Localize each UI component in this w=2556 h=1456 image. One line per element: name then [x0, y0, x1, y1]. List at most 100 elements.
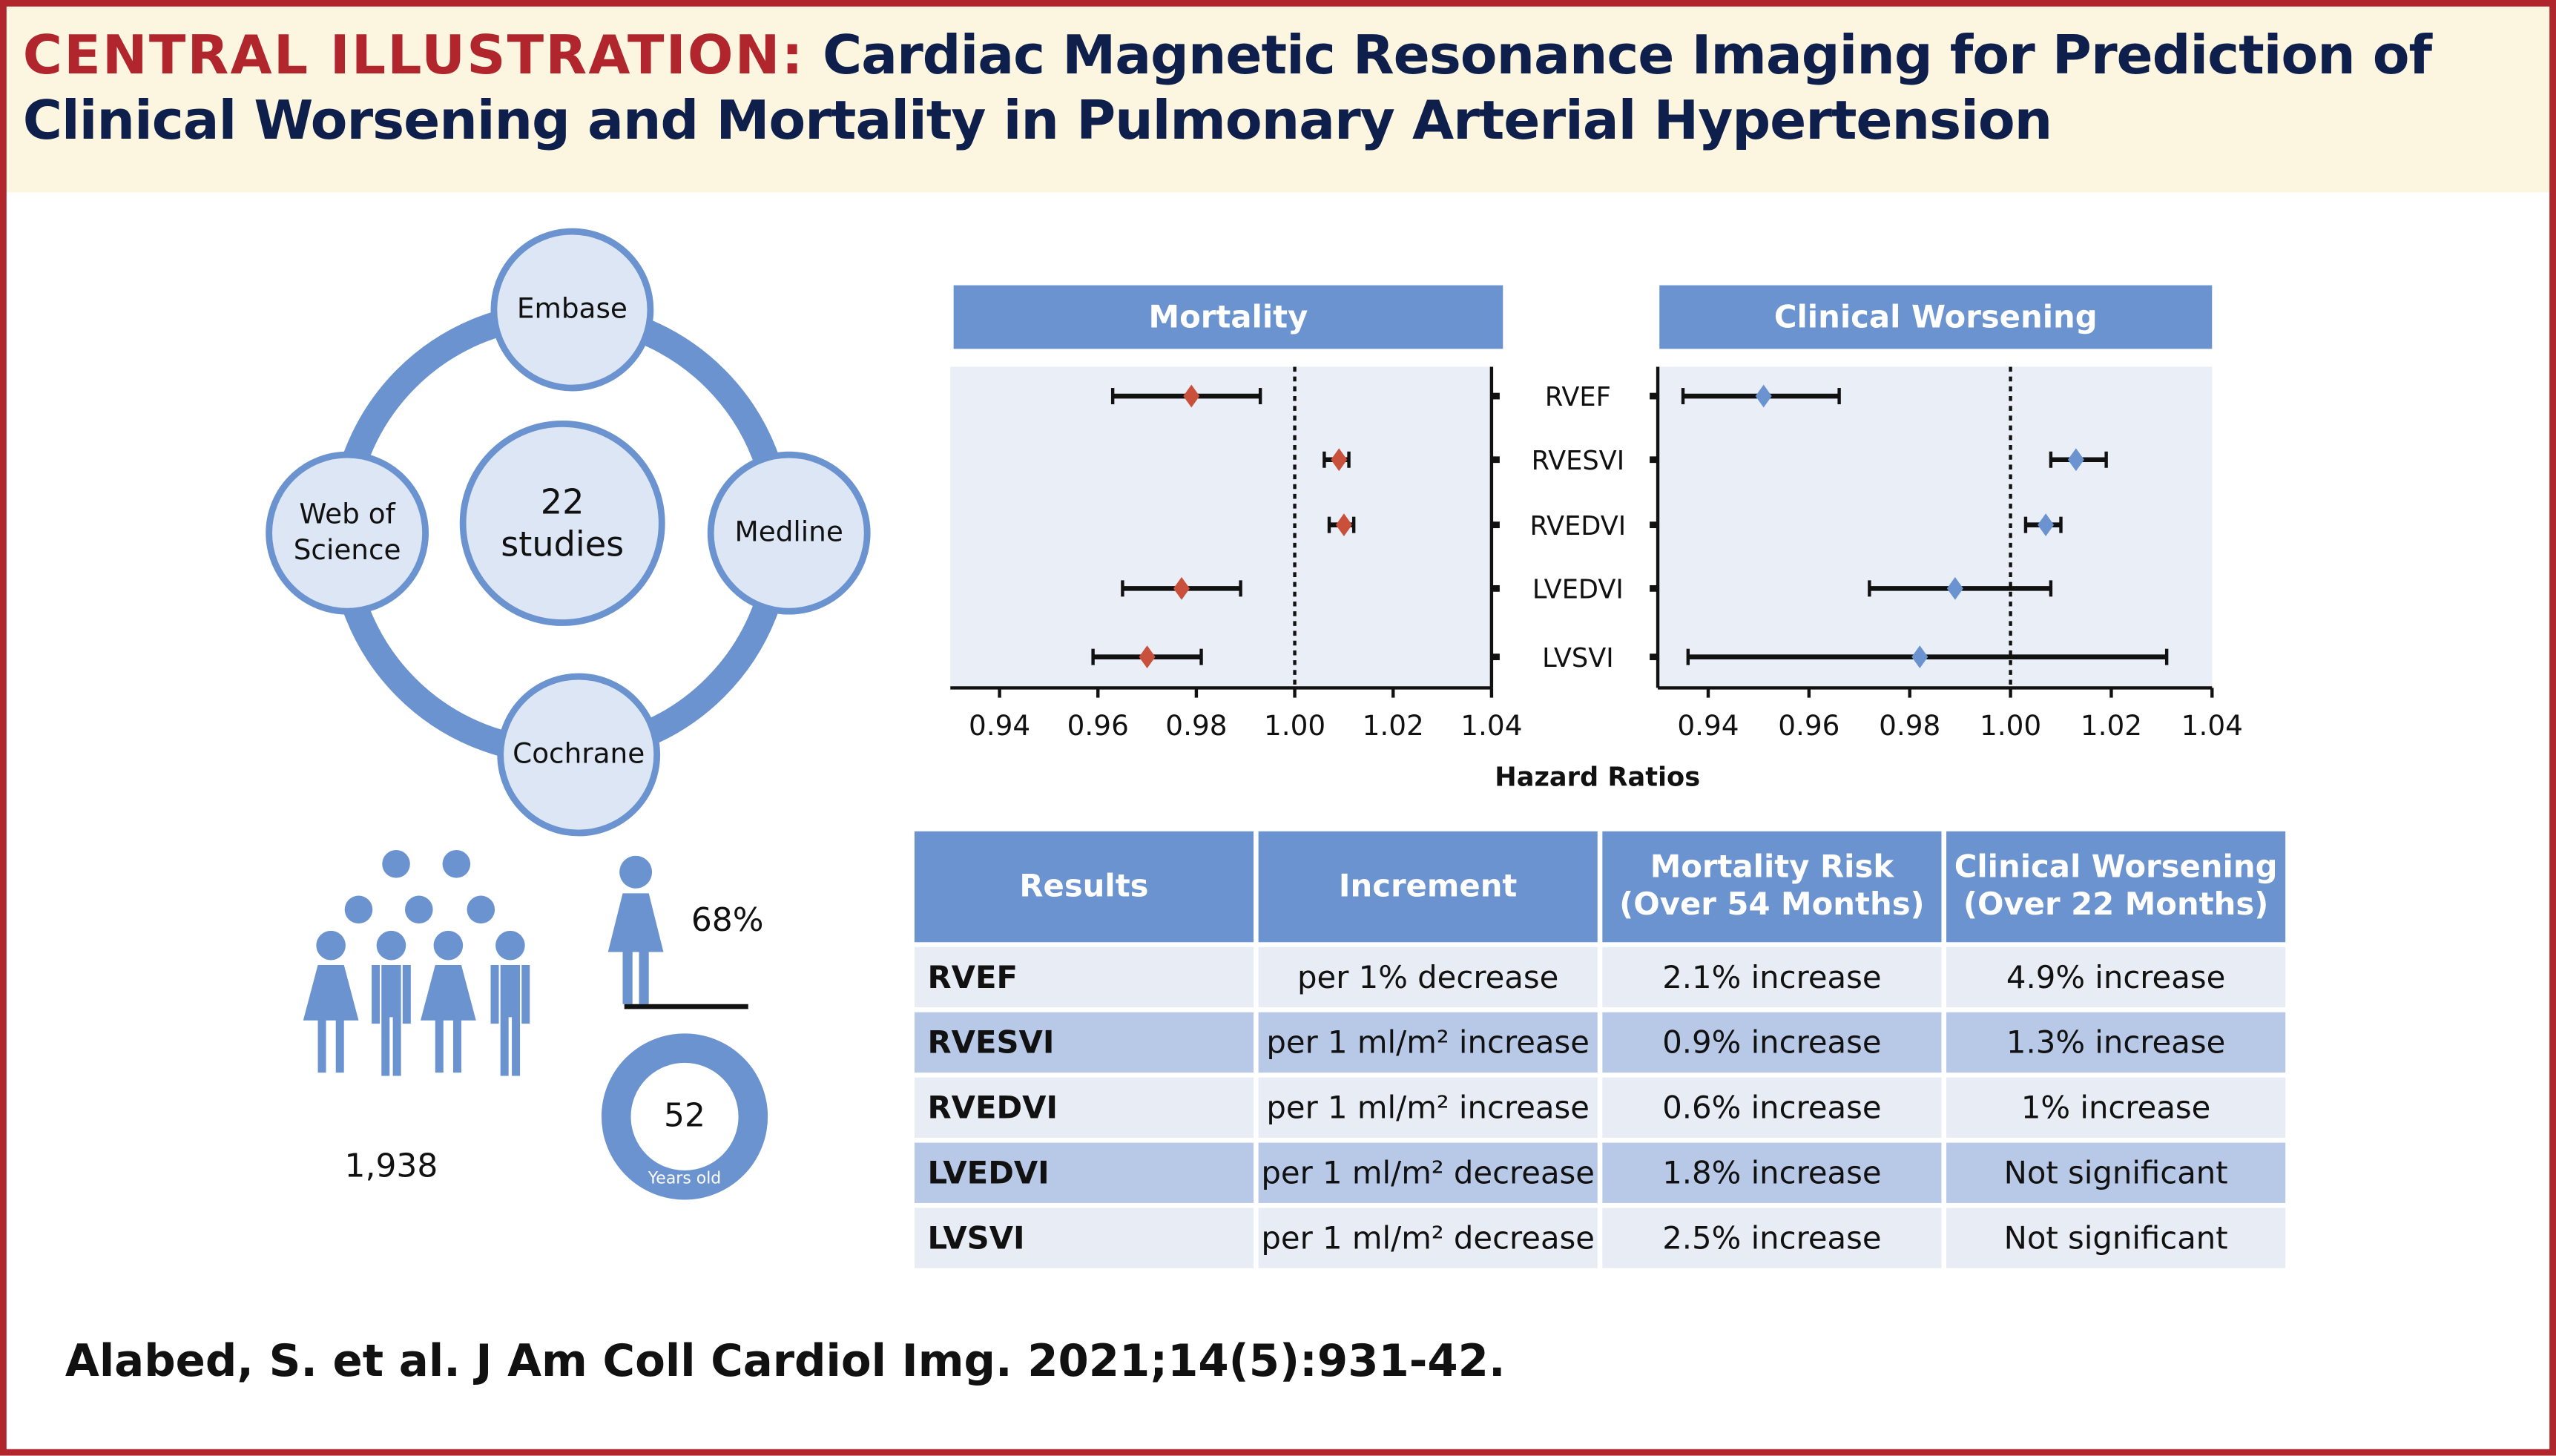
- hazard-ratio-marker: [1331, 448, 1348, 472]
- hazard-ratio-marker: [1755, 384, 1772, 408]
- database-label: Cochrane: [513, 738, 645, 771]
- worsening-cell: 1% increase: [1946, 1077, 2286, 1138]
- table-row: RVEDVI per 1 ml/m² increase 0.6% increase 1…: [914, 1077, 2286, 1138]
- hazard-ratio-marker: [1335, 513, 1352, 537]
- header-mortality-risk: Mortality Risk (Over 54 Months): [1602, 831, 1942, 943]
- row-label: RVEF: [914, 946, 1254, 1008]
- mean-age: 52: [664, 1095, 705, 1135]
- header-clinical-worsening: Clinical Worsening (Over 22 Months): [1946, 831, 2286, 943]
- hazard-ratio-marker: [1911, 645, 1928, 669]
- plot-area: [1658, 366, 2213, 688]
- worsening-cell: 1.3% increase: [1946, 1012, 2286, 1073]
- header-line: Mortality Risk: [1650, 849, 1894, 886]
- x-tick-label: 1.02: [2081, 709, 2142, 742]
- clinical-worsening-title: Clinical Worsening: [1773, 299, 2098, 335]
- title-lead: CENTRAL ILLUSTRATION:: [22, 22, 805, 87]
- worsening-cell: Not significant: [1946, 1142, 2286, 1203]
- title-banner: [6, 6, 2550, 193]
- male-person-icon: [442, 849, 471, 878]
- row-label: RVEDVI: [1530, 511, 1627, 541]
- x-tick-label: 1.04: [2181, 709, 2243, 742]
- female-percentage: 68%: [691, 900, 764, 939]
- female-person-icon: [303, 930, 359, 1073]
- x-tick-label: 0.98: [1879, 709, 1940, 742]
- header-results: Results: [914, 831, 1254, 943]
- table-header-row: Results Increment Mortality Risk (Over 54…: [914, 831, 2286, 943]
- hazard-ratio-marker: [1183, 384, 1200, 408]
- database-label: Medline: [734, 516, 843, 550]
- male-person-icon: [382, 849, 410, 878]
- x-tick-label: 0.98: [1165, 709, 1227, 742]
- database-embase: Embase: [490, 228, 654, 392]
- clinical-worsening-header: Clinical Worsening: [1659, 285, 2213, 349]
- patient-count: 1,938: [344, 1145, 438, 1185]
- divider: [624, 1004, 748, 1009]
- header-line: Results: [1019, 868, 1149, 904]
- studies-count-circle: 22 studies: [459, 421, 665, 626]
- x-tick-label: 0.96: [1067, 709, 1129, 742]
- increment-cell: per 1 ml/m² increase: [1258, 1077, 1598, 1138]
- female-person-icon: [421, 930, 476, 1073]
- age-label: Years old: [648, 1170, 722, 1189]
- female-icon: [607, 855, 664, 1004]
- mortality-header: Mortality: [953, 285, 1503, 349]
- male-person-icon: [372, 930, 411, 1076]
- row-label: LVSVI: [914, 1208, 1254, 1268]
- table-row: RVESVI per 1 ml/m² increase 0.9% increase 1…: [914, 1012, 2286, 1073]
- x-tick-label: 0.94: [1677, 709, 1739, 742]
- header-line: Increment: [1338, 868, 1518, 904]
- x-tick-label: 1.00: [1980, 709, 2041, 742]
- worsening-cell: Not significant: [1946, 1208, 2286, 1268]
- increment-cell: per 1 ml/m² decrease: [1258, 1142, 1598, 1203]
- mortality-cell: 2.5% increase: [1602, 1208, 1942, 1268]
- x-tick-label: 1.02: [1363, 709, 1424, 742]
- studies-label: studies: [501, 524, 625, 564]
- row-label: LVSVI: [1542, 643, 1614, 673]
- row-label: RVEDVI: [914, 1077, 1254, 1138]
- header-increment: Increment: [1258, 831, 1598, 943]
- mortality-title: Mortality: [1148, 299, 1308, 335]
- title-text: Cardiac Magnetic Resonance Imaging for P…: [22, 22, 2432, 152]
- row-label: RVESVI: [914, 1012, 1254, 1073]
- x-tick-label: 0.94: [969, 709, 1030, 742]
- worsening-cell: 4.9% increase: [1946, 946, 2286, 1008]
- mortality-cell: 1.8% increase: [1602, 1142, 1942, 1203]
- database-medline: Medline: [707, 451, 871, 615]
- increment-cell: per 1 ml/m² decrease: [1258, 1208, 1598, 1268]
- page-title: CENTRAL ILLUSTRATION: Cardiac Magnetic R…: [23, 23, 2533, 154]
- mortality-cell: 0.9% increase: [1602, 1012, 1942, 1073]
- citation: Alabed, S. et al. J Am Coll Cardiol Img.…: [65, 1337, 1506, 1388]
- database-label: Web of Science: [293, 498, 401, 567]
- studies-count: 22: [540, 482, 584, 522]
- people-group-icon: [303, 849, 530, 1076]
- results-table: Results Increment Mortality Risk (Over 54…: [909, 826, 2290, 1273]
- forest-plots: 0.94 0.96 0.98 1.00 1.02 1.04 RVEF RVESVI RVEDVI…: [950, 366, 2243, 742]
- male-person-icon: [405, 895, 433, 924]
- database-web-of-science: Web of Science: [266, 451, 429, 615]
- table-row: LVEDVI per 1 ml/m² decrease 1.8% increase N…: [914, 1142, 2286, 1203]
- male-person-icon: [490, 930, 530, 1076]
- plot-area: [950, 366, 1492, 688]
- table-row: RVEF per 1% decrease 2.1% increase 4.9% inc…: [914, 946, 2286, 1008]
- row-label: LVEDVI: [1532, 575, 1624, 605]
- mortality-cell: 0.6% increase: [1602, 1077, 1942, 1138]
- table-row: LVSVI per 1 ml/m² decrease 2.5% increase No…: [914, 1208, 2286, 1268]
- mortality-cell: 2.1% increase: [1602, 946, 1942, 1008]
- male-person-icon: [344, 895, 373, 924]
- row-label: LVEDVI: [914, 1142, 1254, 1203]
- database-label: Embase: [516, 293, 628, 326]
- age-donut: [601, 1033, 768, 1200]
- increment-cell: per 1 ml/m² increase: [1258, 1012, 1598, 1073]
- header-line: Clinical Worsening: [1954, 849, 2278, 886]
- header-line: (Over 54 Months): [1619, 886, 1925, 923]
- x-tick-label: 0.96: [1778, 709, 1839, 742]
- database-cochrane: Cochrane: [497, 673, 661, 837]
- row-label: RVEF: [1545, 382, 1611, 412]
- x-tick-label: 1.00: [1264, 709, 1325, 742]
- header-line: (Over 22 Months): [1963, 886, 2269, 923]
- increment-cell: per 1% decrease: [1258, 946, 1598, 1008]
- x-tick-label: 1.04: [1460, 709, 1522, 742]
- male-person-icon: [467, 895, 495, 924]
- row-label: RVESVI: [1532, 446, 1625, 476]
